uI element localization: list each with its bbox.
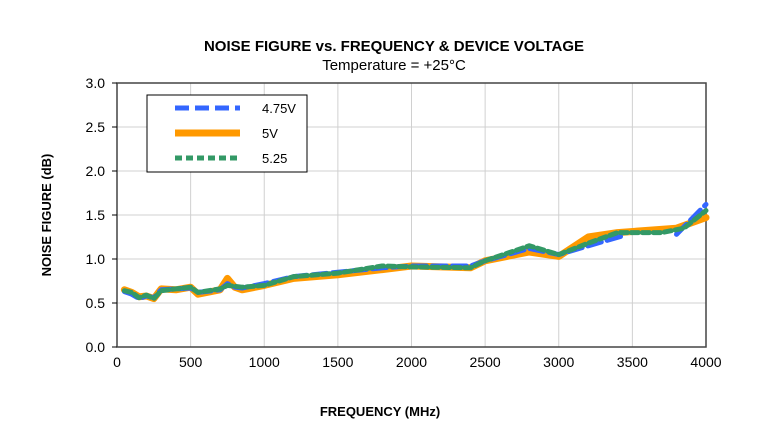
x-tick-label: 1500 xyxy=(322,354,353,370)
series-line-4.75V xyxy=(121,201,709,302)
y-tick-label: 1.5 xyxy=(86,207,106,223)
y-tick-label: 2.5 xyxy=(86,119,106,135)
y-axis-label: NOISE FIGURE (dB) xyxy=(39,154,54,277)
x-tick-label: 2500 xyxy=(470,354,501,370)
y-tick-label: 0.0 xyxy=(86,339,106,355)
y-tick-label: 3.0 xyxy=(86,75,106,91)
x-tick-label: 2000 xyxy=(396,354,427,370)
chart-subtitle: Temperature = +25°C xyxy=(322,57,466,74)
legend-label: 5.25 xyxy=(262,151,287,166)
series-line-5.25 xyxy=(121,208,709,302)
x-tick-label: 4000 xyxy=(690,354,721,370)
x-tick-label: 0 xyxy=(113,354,121,370)
x-tick-label: 500 xyxy=(179,354,203,370)
series-line-5V xyxy=(120,214,710,303)
x-axis-label: FREQUENCY (MHz) xyxy=(320,404,440,419)
y-tick-label: 2.0 xyxy=(86,163,106,179)
x-tick-label: 3500 xyxy=(617,354,648,370)
legend-label: 4.75V xyxy=(262,101,296,116)
x-tick-label: 3000 xyxy=(543,354,574,370)
x-tick-label: 1000 xyxy=(249,354,280,370)
y-tick-label: 0.5 xyxy=(86,295,106,311)
chart-title: NOISE FIGURE vs. FREQUENCY & DEVICE VOLT… xyxy=(204,38,584,55)
legend-label: 5V xyxy=(262,126,278,141)
y-tick-label: 1.0 xyxy=(86,251,106,267)
